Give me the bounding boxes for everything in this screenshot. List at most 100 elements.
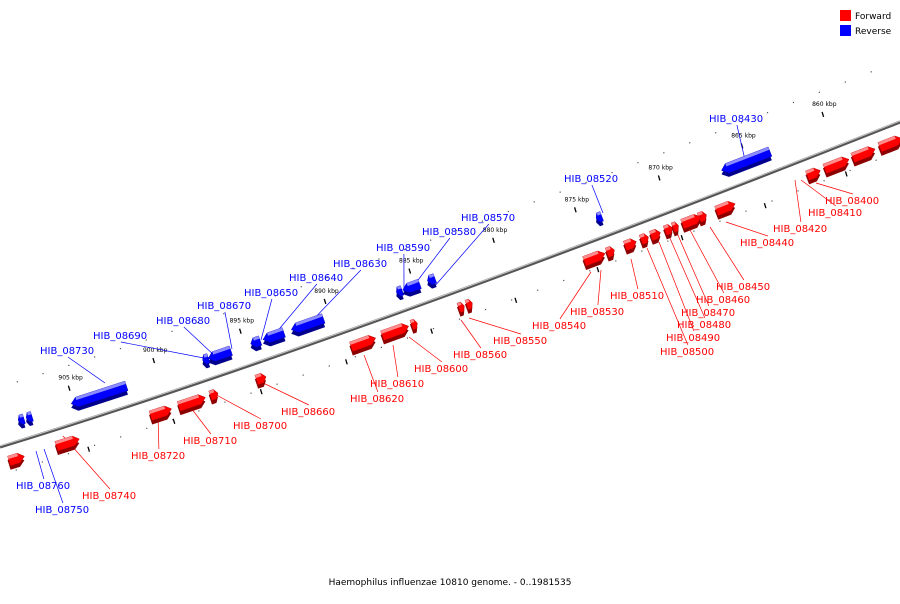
gene-hib_08540 [583, 251, 605, 270]
minor-tick [611, 172, 612, 173]
minor-tick [534, 201, 535, 202]
gene-hib_08430 [722, 147, 772, 177]
minor-tick [250, 393, 251, 394]
gene-hib_08580 [403, 279, 422, 296]
minor-tick [637, 162, 638, 163]
legend-label-forward: Forward [855, 12, 891, 22]
leader-line [469, 318, 521, 334]
minor-tick [485, 309, 486, 310]
minor-tick [459, 318, 460, 319]
minor-tick [850, 170, 851, 171]
gene-label: HIB_08670 [197, 301, 251, 312]
gene-hib_08710 [177, 395, 205, 415]
minor-tick [876, 160, 877, 161]
tick-label: 860 kbp [812, 101, 837, 108]
gene-hib_08690 [203, 354, 210, 369]
gene-label: HIB_08480 [677, 320, 731, 331]
gene-hib_08510 [623, 239, 636, 255]
minor-tick [42, 373, 43, 374]
leader-line [393, 345, 398, 377]
gene-hib_08420 [805, 168, 820, 184]
minor-tick [771, 200, 772, 201]
gene-label: HIB_08590 [376, 243, 430, 254]
gene-hib_08730 [71, 381, 128, 411]
legend-swatch-forward [840, 10, 851, 21]
minor-tick [719, 221, 720, 222]
gene-label: HIB_08490 [666, 333, 720, 344]
leader-line [184, 327, 216, 357]
gene-label: HIB_08440 [740, 238, 794, 249]
gene-hib_08640 [263, 328, 285, 347]
minor-tick [693, 231, 694, 232]
minor-tick [689, 142, 690, 143]
major-tick-mark [68, 386, 70, 391]
major-tick-mark [493, 238, 495, 243]
minor-ticks [0, 71, 900, 470]
major-tick-mark [658, 175, 660, 180]
major-tick-mark [153, 358, 155, 363]
gene-label: HIB_08410 [808, 208, 862, 219]
gene-label: HIB_08560 [453, 350, 507, 361]
leader-line [737, 125, 745, 160]
tick-label: 890 kbp [314, 288, 339, 295]
gene-hib_08480 [663, 224, 672, 239]
gene-hib_08660 [255, 373, 266, 388]
minor-tick [845, 81, 846, 82]
gene-label: HIB_08420 [773, 224, 827, 235]
minor-tick [433, 328, 434, 329]
leader-line [795, 180, 801, 222]
gene-label: HIB_08650 [244, 288, 298, 299]
minor-tick [819, 92, 820, 93]
minor-tick [430, 240, 431, 241]
gene-label: HIB_08600 [414, 364, 468, 375]
gene-hib_08400 [851, 147, 875, 167]
gene-hib_08740 [55, 436, 79, 455]
major-tick-mark [431, 329, 433, 334]
major-tick-mark [240, 329, 242, 334]
minor-tick [171, 331, 172, 332]
gene-hib_08520 [596, 212, 603, 227]
gene-edge-right [878, 136, 900, 156]
major-tick-mark [346, 359, 348, 364]
genome-caption: Haemophilus influenzae 10810 genome. - 0… [0, 578, 900, 588]
major-tick-mark [597, 267, 599, 272]
minor-tick [42, 461, 43, 462]
gene-label: HIB_08580 [422, 227, 476, 238]
tick-label: 875 kbp [565, 196, 590, 203]
gene-label: HIB_08430 [709, 114, 763, 125]
minor-tick [560, 192, 561, 193]
minor-tick [17, 381, 18, 382]
minor-tick [508, 211, 509, 212]
gene-hib_08550 [465, 299, 472, 314]
leader-line [36, 451, 44, 479]
minor-tick [823, 180, 824, 181]
minor-tick [797, 190, 798, 191]
gene-label: HIB_08720 [131, 451, 185, 462]
gene-label: HIB_08520 [564, 174, 618, 185]
tick-label: 865 kbp [731, 132, 756, 139]
major-tick-mark [173, 419, 175, 424]
gene-label: HIB_08730 [40, 346, 94, 357]
leader-line [461, 320, 481, 348]
leader-line [44, 449, 63, 503]
minor-tick [68, 365, 69, 366]
tick-label: 885 kbp [399, 258, 424, 265]
major-tick-mark [846, 171, 848, 176]
minor-tick [641, 250, 642, 251]
gene-label: HIB_08690 [93, 331, 147, 342]
gene-label: HIB_08460 [696, 295, 750, 306]
gene-label: HIB_08710 [183, 436, 237, 447]
minor-tick [224, 402, 225, 403]
legend-label-reverse: Reverse [855, 27, 892, 37]
tick-label: 905 kbp [58, 375, 83, 382]
minor-tick [667, 241, 668, 242]
gene-label: HIB_08660 [281, 407, 335, 418]
minor-tick [198, 410, 199, 411]
leader-line [259, 381, 309, 405]
major-tick-mark [515, 298, 517, 303]
leader-line [598, 270, 601, 305]
minor-tick [511, 299, 512, 300]
